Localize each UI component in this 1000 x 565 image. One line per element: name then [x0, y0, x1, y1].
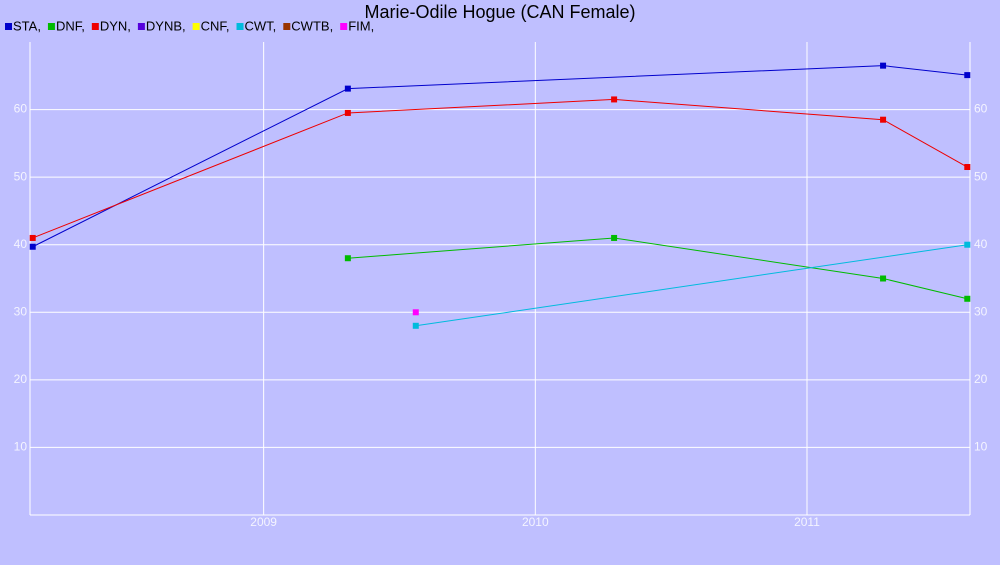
- legend-label: FIM,: [348, 18, 374, 33]
- y2-tick-label: 40: [974, 237, 988, 251]
- legend-swatch: [5, 23, 12, 30]
- x-tick-label: 2009: [250, 515, 277, 529]
- legend-label: DNF,: [56, 18, 85, 33]
- series-line: [415, 244, 968, 327]
- data-point: [611, 96, 618, 103]
- x-tick-label: 2011: [794, 515, 820, 529]
- series-line: [32, 65, 968, 248]
- y-tick-label: 40: [14, 237, 28, 251]
- chart-title: Marie-Odile Hogue (CAN Female): [364, 2, 635, 22]
- y-tick-label: 20: [14, 372, 28, 386]
- y2-tick-label: 50: [974, 169, 988, 183]
- x-tick-label: 2010: [522, 515, 549, 529]
- y2-tick-label: 10: [974, 440, 988, 454]
- data-point: [880, 275, 887, 282]
- data-point: [964, 164, 971, 171]
- y-tick-label: 10: [14, 440, 28, 454]
- legend-swatch: [340, 23, 348, 30]
- y-tick-label: 60: [14, 102, 28, 116]
- data-point: [29, 243, 36, 250]
- legend: STA, DNF, DYN, DYNB, CNF, CWT, CWTB, FIM,: [5, 18, 374, 33]
- data-point: [344, 255, 351, 262]
- legend-swatch: [137, 23, 145, 30]
- data-point: [964, 72, 971, 79]
- legend-label: DYNB,: [146, 18, 186, 33]
- plot-area: 10 10 20 20 30 30 40 40 50 50 60 60 2009 2010 2011: [14, 42, 988, 529]
- legend-swatch: [283, 23, 291, 30]
- legend-label: STA,: [13, 18, 41, 33]
- data-point: [611, 234, 618, 241]
- y2-tick-label: 60: [974, 102, 988, 116]
- legend-label: CWTB,: [291, 18, 333, 33]
- data-point: [964, 241, 971, 248]
- data-point: [344, 109, 351, 116]
- data-point: [344, 85, 351, 92]
- legend-swatch: [47, 23, 55, 30]
- data-point: [412, 309, 419, 316]
- data-point: [29, 234, 36, 241]
- data-point: [412, 322, 419, 329]
- legend-label: DYN,: [100, 18, 131, 33]
- y2-tick-label: 20: [974, 372, 988, 386]
- data-point: [880, 116, 887, 123]
- y-tick-label: 30: [14, 304, 28, 318]
- legend-label: CWT,: [245, 18, 277, 33]
- legend-swatch: [236, 23, 244, 30]
- series-line: [347, 237, 968, 300]
- data-point: [964, 295, 971, 302]
- legend-swatch: [192, 23, 200, 30]
- y2-tick-label: 30: [974, 304, 988, 318]
- y-tick-label: 50: [14, 169, 28, 183]
- legend-label: CNF,: [201, 18, 230, 33]
- data-point: [880, 62, 887, 69]
- legend-swatch: [91, 23, 99, 30]
